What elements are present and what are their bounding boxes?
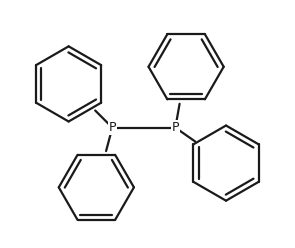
Text: P: P <box>109 121 116 134</box>
Text: P: P <box>172 121 179 134</box>
